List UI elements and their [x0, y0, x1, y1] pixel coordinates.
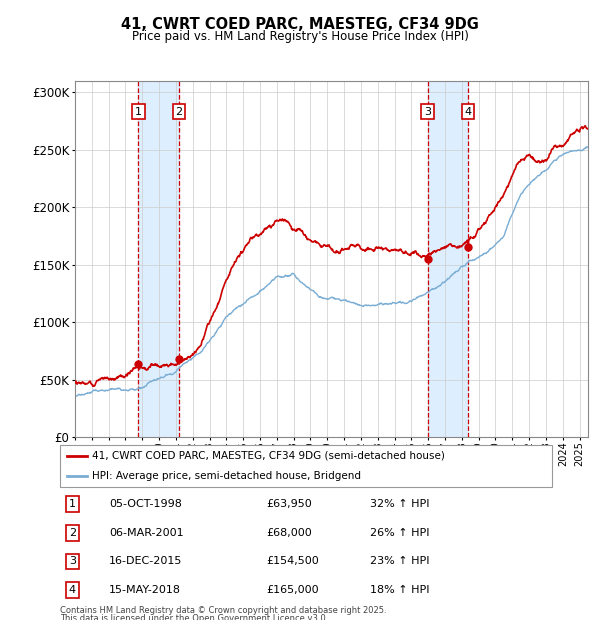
Text: 23% ↑ HPI: 23% ↑ HPI: [370, 557, 430, 567]
Text: 2: 2: [175, 107, 182, 117]
Text: 26% ↑ HPI: 26% ↑ HPI: [370, 528, 430, 538]
Text: 4: 4: [69, 585, 76, 595]
Text: £63,950: £63,950: [266, 499, 313, 509]
Text: 16-DEC-2015: 16-DEC-2015: [109, 557, 182, 567]
Text: 18% ↑ HPI: 18% ↑ HPI: [370, 585, 430, 595]
Text: 05-OCT-1998: 05-OCT-1998: [109, 499, 182, 509]
Bar: [428, 81, 468, 437]
Text: 2: 2: [69, 528, 76, 538]
Text: 41, CWRT COED PARC, MAESTEG, CF34 9DG (semi-detached house): 41, CWRT COED PARC, MAESTEG, CF34 9DG (s…: [92, 451, 445, 461]
Text: 4: 4: [464, 107, 472, 117]
Text: Contains HM Land Registry data © Crown copyright and database right 2025.: Contains HM Land Registry data © Crown c…: [60, 606, 386, 616]
Text: 3: 3: [69, 557, 76, 567]
Bar: [138, 81, 179, 437]
Text: £154,500: £154,500: [266, 557, 319, 567]
Text: £68,000: £68,000: [266, 528, 313, 538]
Text: This data is licensed under the Open Government Licence v3.0.: This data is licensed under the Open Gov…: [60, 614, 328, 620]
Text: 1: 1: [69, 499, 76, 509]
Text: HPI: Average price, semi-detached house, Bridgend: HPI: Average price, semi-detached house,…: [92, 471, 361, 481]
Text: £165,000: £165,000: [266, 585, 319, 595]
FancyBboxPatch shape: [60, 445, 552, 487]
Text: 1: 1: [135, 107, 142, 117]
Text: 06-MAR-2001: 06-MAR-2001: [109, 528, 184, 538]
Text: 3: 3: [424, 107, 431, 117]
Text: 41, CWRT COED PARC, MAESTEG, CF34 9DG: 41, CWRT COED PARC, MAESTEG, CF34 9DG: [121, 17, 479, 32]
Text: 15-MAY-2018: 15-MAY-2018: [109, 585, 181, 595]
Text: Price paid vs. HM Land Registry's House Price Index (HPI): Price paid vs. HM Land Registry's House …: [131, 30, 469, 43]
Text: 32% ↑ HPI: 32% ↑ HPI: [370, 499, 430, 509]
